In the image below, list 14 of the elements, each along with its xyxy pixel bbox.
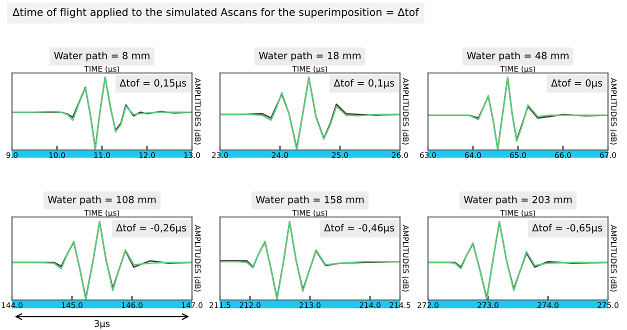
annotation: Δtof = -0,46µs xyxy=(324,224,394,234)
text: 3µs xyxy=(94,320,110,329)
annotation: Δtof = 0,1µs xyxy=(334,79,394,88)
chart-title: Water path = 48 mm xyxy=(466,52,569,62)
text: Δtime of flight applied to the simulated Ascans for the superimposition = Δtof xyxy=(12,8,420,18)
chart-title: Water path = 108 mm xyxy=(48,196,156,206)
annotation: Δtof = 0,15µs xyxy=(120,79,186,88)
annotation: Δtof = -0,26µs xyxy=(116,224,186,234)
annotation: Δtof = -0,65µs xyxy=(532,224,602,234)
annotation: Δtof = 0µs xyxy=(551,79,602,88)
chart-title: Water path = 158 mm xyxy=(256,196,364,206)
chart-title: Water path = 18 mm xyxy=(258,52,361,62)
chart-title: Water path = 8 mm xyxy=(54,52,150,62)
chart-title: Water path = 203 mm xyxy=(464,196,572,206)
